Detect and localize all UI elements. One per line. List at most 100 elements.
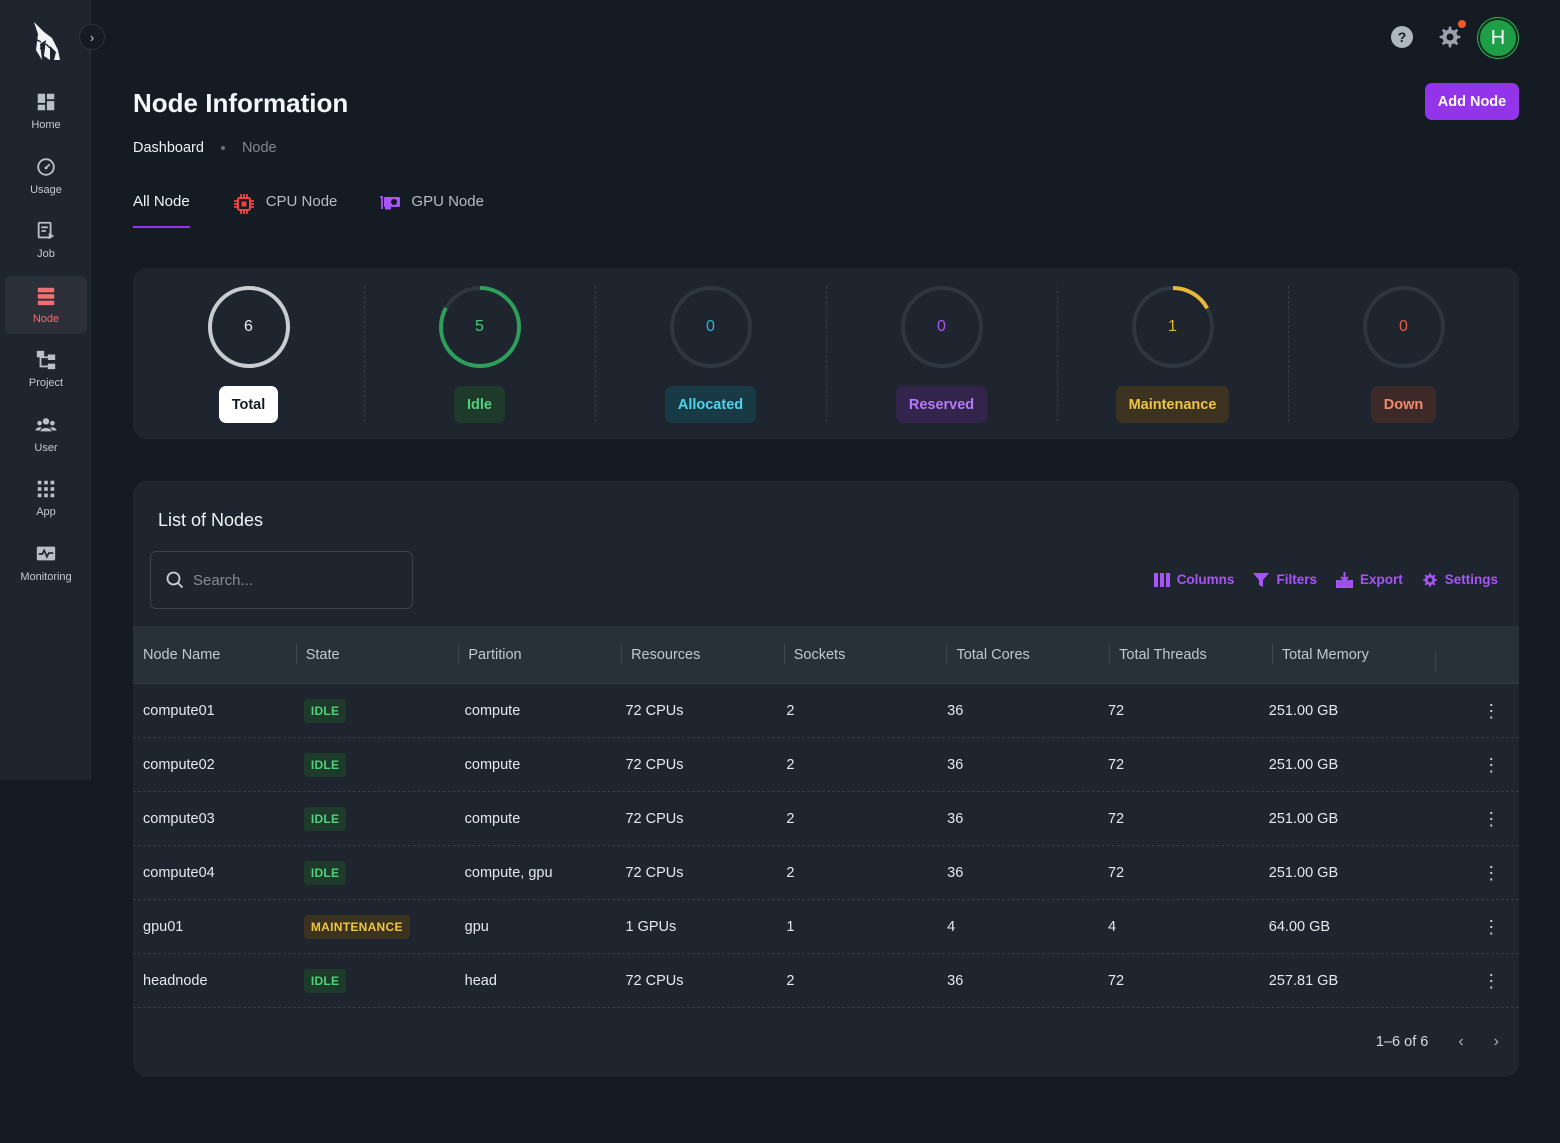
sidebar-item-monitoring[interactable]: Monitoring — [5, 534, 87, 592]
avatar[interactable]: H — [1478, 18, 1518, 58]
cell-partition: compute — [464, 756, 521, 773]
stat-label-total: Total — [218, 386, 279, 423]
sidebar-item-usage[interactable]: Usage — [5, 147, 87, 205]
sidebar-item-label: Usage — [30, 183, 62, 196]
column-header[interactable]: Total Cores — [946, 643, 1109, 664]
gauge-icon — [37, 157, 55, 176]
row-menu-button[interactable]: ⋮ — [1420, 918, 1519, 936]
export-icon — [1335, 572, 1353, 588]
row-menu-button[interactable]: ⋮ — [1420, 702, 1519, 720]
stat-value: 1 — [1168, 318, 1177, 335]
columns-button[interactable]: Columns — [1153, 572, 1234, 587]
filters-button[interactable]: Filters — [1253, 572, 1317, 588]
settings-button[interactable]: Settings — [1422, 572, 1498, 588]
search-box[interactable] — [150, 551, 413, 609]
idle-ring: 5 — [437, 284, 523, 370]
export-button[interactable]: Export — [1335, 571, 1403, 588]
stat-allocated[interactable]: 0 Allocated — [595, 268, 826, 439]
column-header[interactable]: Total Threads — [1109, 643, 1272, 664]
column-header[interactable]: Resources — [621, 643, 784, 664]
breadcrumb-dashboard-link[interactable]: Dashboard — [133, 140, 204, 156]
status-badge: MAINTENANCE — [303, 914, 410, 939]
row-menu-button[interactable]: ⋮ — [1420, 756, 1519, 774]
monitoring-icon — [36, 546, 56, 560]
settings-label: Settings — [1444, 572, 1498, 587]
help-icon[interactable]: ? — [1390, 25, 1414, 49]
stat-maintenance[interactable]: 1 Maintenance — [1057, 268, 1288, 439]
breadcrumb-separator — [220, 146, 225, 150]
sidebar-item-label: Monitoring — [20, 570, 72, 583]
cell-memory: 251.00 GB — [1268, 810, 1339, 827]
row-menu-button[interactable]: ⋮ — [1420, 972, 1519, 990]
export-label: Export — [1359, 572, 1403, 587]
table-row[interactable]: compute02 IDLE compute 72 CPUs 2 36 72 2… — [133, 738, 1519, 792]
cell-cores: 36 — [947, 702, 964, 719]
chevron-right-icon[interactable]: › — [79, 24, 105, 50]
column-header[interactable]: State — [295, 643, 459, 664]
column-header[interactable]: Node Name — [143, 646, 221, 663]
sidebar-item-user[interactable]: User — [5, 405, 87, 463]
table-row[interactable]: gpu01 MAINTENANCE gpu 1 GPUs 1 4 4 64.00… — [133, 900, 1519, 954]
gpu-icon — [380, 196, 401, 210]
stat-idle[interactable]: 5 Idle — [364, 268, 595, 439]
cell-partition: compute — [464, 702, 521, 719]
tab-cpu-node[interactable]: CPU Node — [232, 190, 338, 228]
status-badge: IDLE — [303, 860, 347, 885]
sidebar-item-home[interactable]: Home — [5, 82, 87, 140]
stat-down[interactable]: 0 Down — [1288, 268, 1519, 439]
cell-threads: 72 — [1107, 702, 1125, 719]
pagination-range: 1–6 of 6 — [1375, 1034, 1429, 1050]
row-menu-button[interactable]: ⋮ — [1420, 864, 1519, 882]
filters-label: Filters — [1276, 572, 1317, 587]
sidebar-item-label: Job — [37, 248, 55, 260]
row-menu-button[interactable]: ⋮ — [1420, 810, 1519, 828]
tab-label: CPU Node — [265, 193, 338, 210]
stat-value: 0 — [937, 318, 946, 335]
search-input[interactable] — [193, 571, 393, 589]
settings-gear-icon — [1422, 572, 1437, 587]
gear-icon[interactable] — [1438, 25, 1462, 49]
table-row[interactable]: compute03 IDLE compute 72 CPUs 2 36 72 2… — [133, 792, 1519, 846]
column-header[interactable]: Partition — [458, 643, 621, 664]
stat-total[interactable]: 6 Total — [133, 268, 364, 439]
total-ring: 6 — [206, 284, 292, 370]
nodes-table-card: List of Nodes Columns Filters Export Set… — [133, 481, 1519, 1077]
more-vertical-icon: ⋮ — [1482, 700, 1501, 721]
sidebar-item-node[interactable]: Node — [5, 275, 87, 334]
svg-text:?: ? — [1398, 29, 1407, 45]
table-toolbar: Columns Filters Export Settings — [1135, 571, 1498, 588]
add-node-button[interactable]: Add Node — [1425, 83, 1519, 120]
column-header[interactable]: Total Memory — [1271, 643, 1435, 664]
maintenance-ring: 1 — [1130, 284, 1216, 370]
cell-sockets: 2 — [786, 864, 795, 881]
cell-partition: gpu — [464, 918, 489, 935]
stat-reserved[interactable]: 0 Reserved — [826, 268, 1057, 439]
table-row[interactable]: compute01 IDLE compute 72 CPUs 2 36 72 2… — [133, 684, 1519, 738]
stat-label-down: Down — [1370, 386, 1437, 423]
column-header[interactable]: Sockets — [783, 643, 947, 664]
node-tabs: All Node CPU Node GPU Node — [133, 190, 526, 228]
cell-resources: 72 CPUs — [625, 702, 684, 719]
stat-label-maintenance: Maintenance — [1115, 386, 1230, 423]
stat-value: 6 — [244, 318, 253, 335]
sidebar-item-app[interactable]: App — [5, 469, 87, 527]
chevron-right-icon[interactable]: › — [1493, 1033, 1499, 1050]
cell-resources: 72 CPUs — [625, 864, 684, 881]
wolf-logo-icon[interactable] — [28, 20, 64, 62]
table-row[interactable]: headnode IDLE head 72 CPUs 2 36 72 257.8… — [133, 954, 1519, 1008]
cell-partition: compute, gpu — [464, 864, 553, 881]
tab-gpu-node[interactable]: GPU Node — [379, 190, 484, 228]
more-vertical-icon: ⋮ — [1482, 808, 1501, 829]
cell-state: IDLE — [294, 968, 455, 993]
cell-node-name: headnode — [143, 972, 208, 989]
page-title: Node Information — [133, 88, 349, 118]
tab-all-node[interactable]: All Node — [133, 190, 190, 228]
stat-label-idle: Idle — [454, 386, 505, 423]
sidebar-item-project[interactable]: Project — [5, 340, 87, 398]
chevron-left-icon[interactable]: ‹ — [1458, 1033, 1464, 1050]
sidebar-item-job[interactable]: Job — [5, 211, 87, 269]
sidebar-item-label: Home — [31, 119, 61, 131]
node-status-summary: 6 Total 5 Idle 0 Allocated 0 Reserved 1 … — [133, 268, 1519, 439]
table-row[interactable]: compute04 IDLE compute, gpu 72 CPUs 2 36… — [133, 846, 1519, 900]
server-icon — [37, 287, 55, 305]
